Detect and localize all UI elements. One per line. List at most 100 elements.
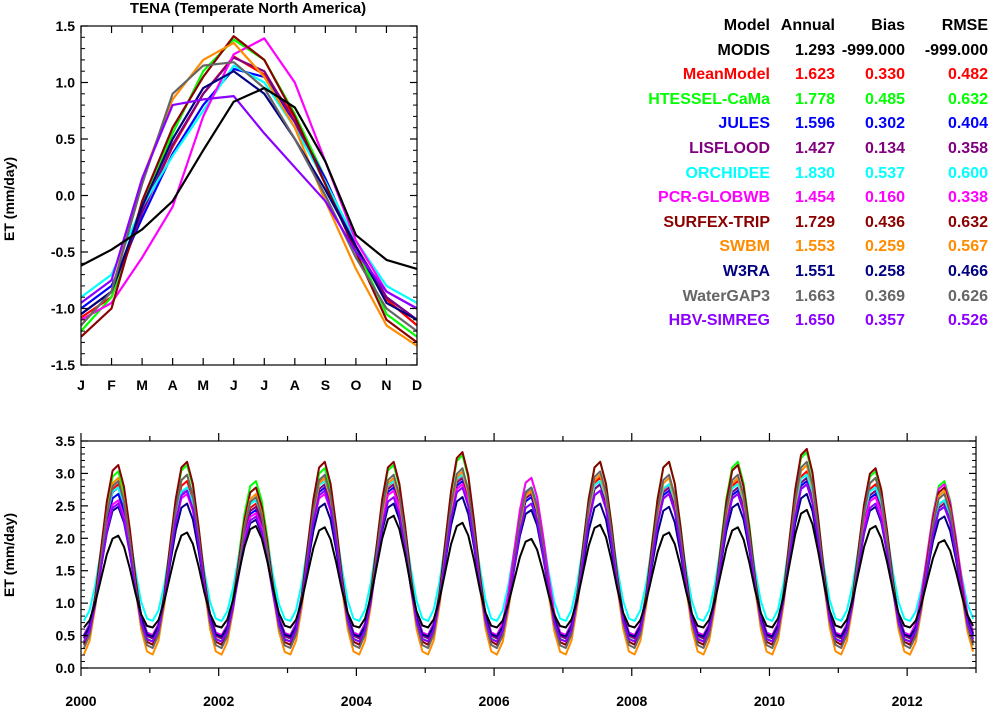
seasonal-series-line [80, 38, 418, 338]
timeseries-x-tick-label: 2004 [341, 693, 372, 709]
stats-rmse-value: 0.338 [947, 189, 988, 207]
stats-model-name: PCR-GLOBWB [658, 189, 770, 207]
stats-rmse-value: 0.567 [947, 238, 988, 256]
seasonal-x-tick-label: D [412, 377, 422, 393]
timeseries-series-line [83, 492, 975, 638]
seasonal-series-line [80, 86, 418, 270]
stats-model-name: SWBM [719, 238, 770, 256]
seasonal-x-tick-label: F [107, 377, 116, 393]
timeseries-series-lines [82, 447, 975, 656]
stats-model-name: ORCHIDEE [685, 164, 770, 182]
seasonal-series-line [80, 67, 418, 321]
timeseries-series-line [83, 508, 974, 629]
seasonal-x-tick-label: M [197, 377, 209, 393]
timeseries-y-tick-label: 0.5 [56, 628, 76, 644]
timeseries-chart: ET (mm/day) 0.0 0.5 1.0 1.5 2.0 2.5 3.0 3.5 2000… [1, 433, 977, 709]
seasonal-series-line [80, 94, 418, 310]
seasonal-x-tick-label: S [321, 377, 330, 393]
stats-row: HTESSEL-CaMa 1.778 0.485 0.632 [560, 88, 1000, 113]
stats-annual-value: 1.551 [794, 262, 835, 280]
stats-bias-value: 0.357 [864, 312, 905, 330]
stats-rmse-value: 0.626 [947, 287, 988, 305]
seasonal-x-tick-label: M [136, 377, 148, 393]
seasonal-y-tick-label: 1.0 [56, 75, 76, 91]
stats-header-annual: Annual [780, 17, 835, 34]
seasonal-axes: -1.5 -1.0 -0.5 0.0 0.5 1.0 1.5 J F M A M J J A S O N D [51, 18, 422, 393]
timeseries-y-tick-label: 1.0 [56, 595, 76, 611]
stats-row: MODIS 1.293 -999.000 -999.000 [560, 39, 1000, 64]
stats-model-name: MODIS [717, 41, 770, 59]
timeseries-x-tick-label: 2010 [754, 693, 785, 709]
stats-header-bias: Bias [871, 17, 905, 34]
stats-row: LISFLOOD 1.427 0.134 0.358 [560, 137, 1000, 162]
stats-rmse-value: 0.466 [947, 262, 988, 280]
seasonal-chart: TENA (Temperate North America) ET (mm/da… [1, 0, 422, 393]
stats-rmse-value: 0.358 [947, 139, 988, 157]
stats-annual-value: 1.830 [794, 164, 835, 182]
seasonal-chart-title: TENA (Temperate North America) [130, 0, 366, 17]
seasonal-y-axis-label: ET (mm/day) [1, 157, 17, 241]
stats-model-name: WaterGAP3 [682, 287, 770, 305]
stats-row: ORCHIDEE 1.830 0.537 0.600 [560, 162, 1000, 187]
timeseries-x-tick-label: 2000 [65, 693, 96, 709]
stats-annual-value: 1.778 [794, 90, 835, 108]
seasonal-y-tick-label: 0.0 [56, 188, 76, 204]
stats-header-rmse: RMSE [941, 17, 988, 34]
stats-annual-value: 1.553 [794, 238, 835, 256]
timeseries-series-line [83, 476, 975, 637]
stats-rmse-value: 0.526 [947, 312, 988, 330]
stats-model-name: SURFEX-TRIP [663, 213, 770, 231]
stats-annual-value: 1.427 [794, 139, 835, 157]
seasonal-y-tick-label: 1.5 [56, 18, 76, 34]
timeseries-x-tick-label: 2008 [616, 693, 647, 709]
seasonal-series-line [80, 37, 418, 321]
timeseries-y-tick-label: 3.0 [56, 465, 76, 481]
seasonal-series-line [80, 55, 418, 327]
timeseries-series-line [83, 483, 975, 643]
stats-bias-value: 0.436 [864, 213, 905, 231]
stats-table: Model Annual Bias RMSE MODIS 1.293 -999.00… [560, 14, 1000, 334]
stats-model-name: HTESSEL-CaMa [648, 90, 770, 108]
seasonal-x-tick-label: J [230, 377, 238, 393]
stats-annual-value: 1.596 [794, 115, 835, 133]
stats-annual-value: 1.663 [794, 287, 835, 305]
timeseries-series-line [82, 476, 975, 640]
stats-rows: MODIS 1.293 -999.000 -999.000 MeanModel 1.623… [560, 39, 1000, 334]
stats-annual-value: 1.650 [794, 312, 835, 330]
seasonal-x-tick-label: N [381, 377, 391, 393]
seasonal-y-tick-label: -1.0 [51, 301, 75, 317]
timeseries-x-tick-label: 2006 [478, 693, 509, 709]
stats-annual-value: 1.454 [794, 189, 835, 207]
stats-bias-value: -999.000 [841, 41, 905, 59]
stats-bias-value: 0.259 [864, 238, 905, 256]
timeseries-y-tick-label: 2.0 [56, 530, 76, 546]
stats-model-name: HBV-SIMREG [668, 312, 770, 330]
seasonal-x-tick-label: A [290, 377, 300, 393]
timeseries-y-tick-label: 3.5 [56, 433, 76, 449]
stats-header-row: Model Annual Bias RMSE [560, 14, 1000, 39]
seasonal-x-tick-label: J [260, 377, 268, 393]
seasonal-x-tick-label: O [350, 377, 361, 393]
stats-bias-value: 0.485 [864, 90, 905, 108]
timeseries-y-axis-label: ET (mm/day) [1, 513, 17, 597]
stats-annual-value: 1.729 [794, 213, 835, 231]
stats-row: SWBM 1.553 0.259 0.567 [560, 235, 1000, 260]
seasonal-series-line [80, 56, 418, 321]
stats-rmse-value: 0.632 [947, 90, 988, 108]
stats-header-model: Model [723, 17, 770, 34]
seasonal-series-lines [80, 35, 418, 347]
seasonal-x-tick-label: A [168, 377, 178, 393]
seasonal-series-line [80, 61, 418, 332]
stats-model-name: W3RA [722, 262, 770, 280]
seasonal-x-tick-label: J [77, 377, 85, 393]
timeseries-plot-frame [80, 440, 977, 669]
stats-model-name: LISFLOOD [689, 139, 770, 157]
stats-annual-value: 1.623 [794, 66, 835, 84]
stats-annual-value: 1.293 [794, 41, 835, 59]
stats-bias-value: 0.134 [864, 139, 905, 157]
stats-rmse-value: 0.404 [947, 115, 988, 133]
seasonal-y-tick-label: 0.5 [56, 131, 76, 147]
timeseries-x-tick-label: 2012 [892, 693, 923, 709]
stats-row: HBV-SIMREG 1.650 0.357 0.526 [560, 309, 1000, 334]
